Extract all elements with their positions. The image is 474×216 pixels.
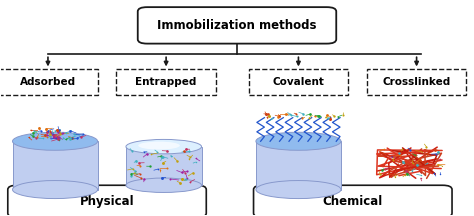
- FancyBboxPatch shape: [0, 69, 98, 95]
- FancyBboxPatch shape: [138, 7, 336, 44]
- Ellipse shape: [12, 132, 98, 150]
- Ellipse shape: [126, 178, 201, 192]
- Text: Chemical: Chemical: [323, 195, 383, 208]
- FancyBboxPatch shape: [367, 69, 466, 95]
- FancyBboxPatch shape: [126, 147, 201, 185]
- Ellipse shape: [138, 142, 180, 149]
- Text: Adsorbed: Adsorbed: [20, 77, 76, 87]
- Ellipse shape: [256, 181, 341, 199]
- FancyBboxPatch shape: [117, 69, 216, 95]
- FancyBboxPatch shape: [249, 69, 348, 95]
- Text: Immobilization methods: Immobilization methods: [157, 19, 317, 32]
- FancyBboxPatch shape: [254, 185, 452, 216]
- Ellipse shape: [126, 139, 201, 154]
- Text: Entrapped: Entrapped: [136, 77, 197, 87]
- FancyBboxPatch shape: [8, 185, 206, 216]
- FancyBboxPatch shape: [12, 141, 98, 190]
- Ellipse shape: [256, 132, 341, 150]
- Text: Crosslinked: Crosslinked: [383, 77, 451, 87]
- FancyBboxPatch shape: [256, 141, 341, 190]
- Ellipse shape: [12, 181, 98, 199]
- Text: Covalent: Covalent: [273, 77, 324, 87]
- Text: Physical: Physical: [80, 195, 134, 208]
